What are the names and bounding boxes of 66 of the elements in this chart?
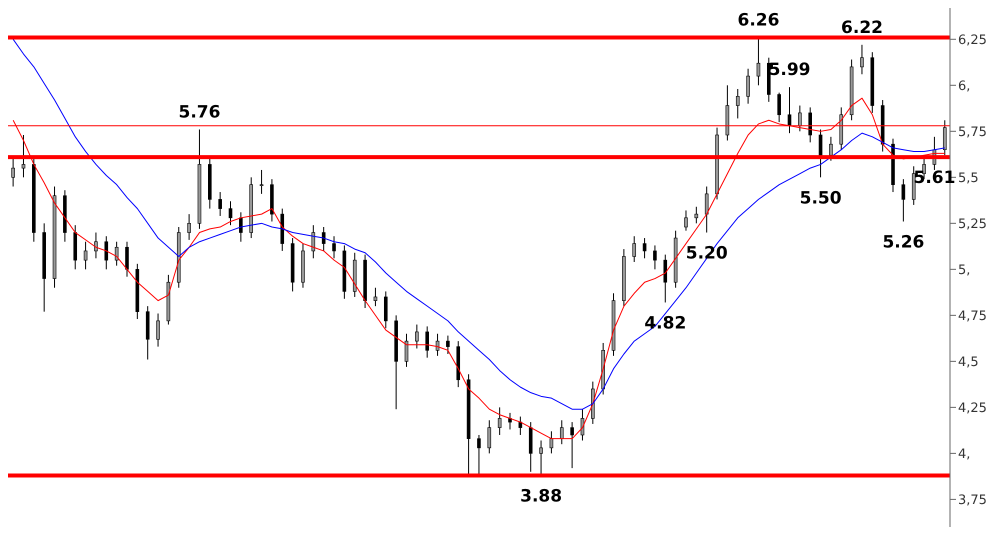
candlestick: [788, 86, 792, 134]
candlestick: [550, 430, 554, 454]
candlestick: [777, 92, 781, 123]
annotation: 5.76: [178, 102, 220, 122]
candlestick: [125, 241, 129, 278]
candlestick: [218, 192, 222, 216]
candlestick: [384, 290, 388, 329]
candlestick: [322, 226, 326, 252]
y-tick-label: 5,75: [958, 124, 987, 140]
ref-line-label: 6.26: [738, 10, 780, 30]
annotation: 5.50: [800, 188, 842, 208]
candlestick: [684, 210, 688, 232]
candlestick: [704, 186, 708, 234]
candlestick: [632, 236, 636, 262]
candlestick: [539, 440, 543, 476]
candlestick: [829, 136, 833, 162]
candlestick: [818, 128, 822, 178]
candlestick: [84, 241, 88, 270]
candlestick: [942, 120, 947, 156]
candlestick: [228, 200, 232, 226]
candlestick: [488, 420, 492, 454]
y-tick-label: 5,25: [958, 216, 987, 232]
candlestick: [508, 412, 512, 430]
candlestick: [94, 232, 98, 259]
candlestick: [425, 326, 429, 358]
annotation: 5.26: [882, 232, 924, 252]
candlestick: [260, 169, 264, 194]
candlestick: [736, 88, 740, 119]
candlestick: [104, 236, 108, 270]
y-tick-label: 4,25: [958, 400, 987, 416]
candlestick: [436, 333, 440, 356]
candlestick: [187, 214, 191, 240]
candlestick: [374, 287, 378, 307]
y-tick-label: 4,75: [958, 308, 987, 324]
candlestick: [694, 206, 698, 224]
y-tick-label: 4,: [958, 447, 970, 462]
candlestick: [902, 178, 906, 222]
candlestick: [22, 134, 26, 178]
candlestick: [477, 434, 481, 474]
y-tick-label: 4,5: [958, 354, 979, 370]
candlestick: [860, 44, 864, 75]
candlestick: [663, 254, 668, 303]
candlestick: [808, 106, 812, 143]
candlestick: [580, 408, 584, 441]
candlestick: [746, 68, 750, 104]
candlestick: [642, 238, 646, 259]
candlestick: [446, 335, 450, 354]
candlestick: [404, 333, 408, 368]
candlestick: [11, 158, 15, 188]
candlestick: [332, 236, 336, 259]
candlestick: [156, 313, 160, 348]
candlestick: [312, 224, 316, 259]
annotation: 5.99: [768, 60, 811, 80]
y-tick-label: 3,75: [958, 493, 987, 508]
candlestick: [798, 105, 802, 132]
candlestick: [653, 244, 657, 270]
y-tick-label: 6,: [958, 78, 970, 94]
candlestick: [498, 406, 502, 436]
y-tick-label: 5,: [958, 262, 970, 278]
y-tick-label: 5,5: [958, 170, 979, 186]
annotation: 6.22: [841, 18, 883, 38]
ref-line-label: 3.88: [520, 486, 562, 506]
candlestick: [570, 422, 574, 469]
candlestick: [415, 324, 419, 349]
candlestick: [756, 36, 760, 86]
y-tick-label: 6,25: [958, 32, 987, 48]
